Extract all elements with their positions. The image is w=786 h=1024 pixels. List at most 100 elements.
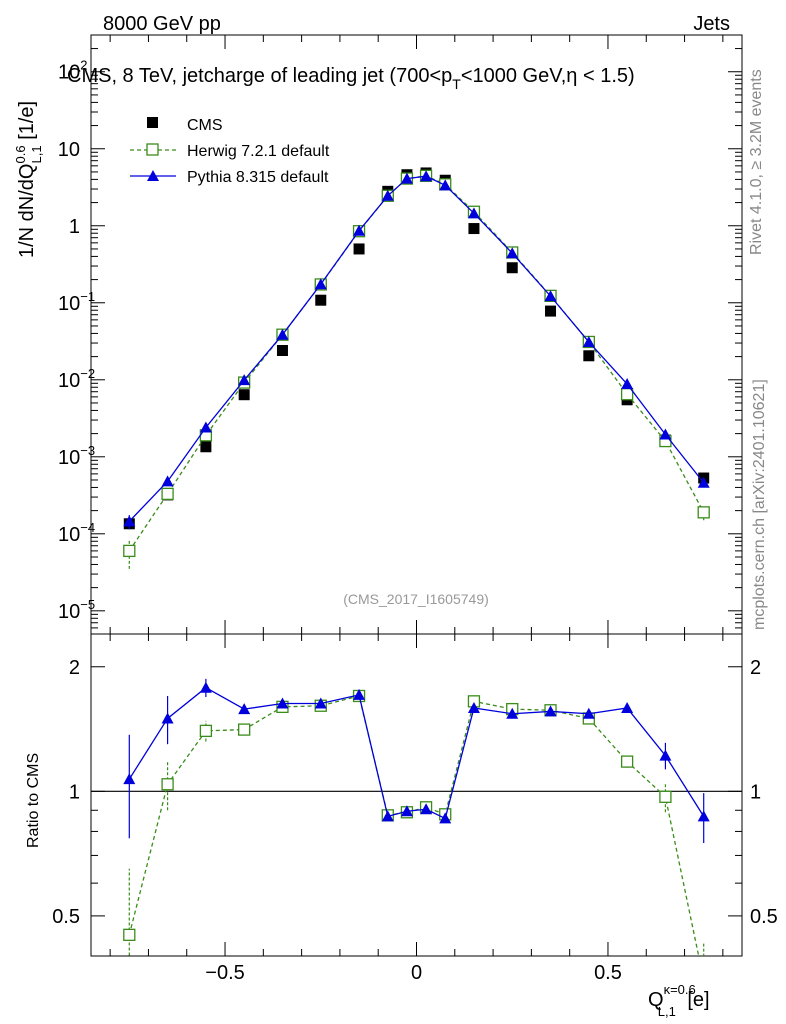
- rivet-label: Rivet 4.1.0, ≥ 3.2M events: [748, 69, 765, 255]
- pythia-point: [697, 476, 710, 488]
- ratio-y-tick-label-right: 2: [750, 657, 761, 679]
- ratio-pythia-point: [314, 697, 327, 709]
- cms-point: [545, 305, 557, 317]
- plot-title-suffix: <1000 GeV,η < 1.5): [461, 65, 635, 87]
- pythia-point: [659, 428, 672, 440]
- mcplots-label: mcplots.cern.ch [arXiv:2401.10621]: [751, 379, 768, 630]
- pythia-point: [123, 515, 136, 527]
- ratio-pythia-point: [467, 701, 480, 713]
- ratio-pythia-point: [420, 803, 433, 815]
- main-y-tick-base: 10: [58, 447, 80, 469]
- legend-cms-marker: [147, 117, 158, 128]
- analysis-id: (CMS_2017_I1605749): [343, 591, 489, 607]
- main-y-tick-exp: 2: [80, 58, 87, 73]
- main-y-tick-base: 10: [58, 601, 80, 623]
- pythia-point: [420, 170, 433, 182]
- x-axis-label-sub: L,1: [658, 1004, 676, 1019]
- main-y-tick-exp: −3: [80, 443, 95, 458]
- legend-herwig-marker: [146, 143, 159, 156]
- main-y-tick-label: 10: [58, 139, 80, 161]
- main-ylabel: 1/N dN/dQ0.6L,1 [1/e]: [13, 101, 44, 258]
- ratio-y-tick-label-left: 2: [69, 657, 80, 679]
- x-axis-label: Qκ=0.6 L,1 [e]: [648, 982, 710, 1019]
- cms-point: [200, 441, 212, 453]
- legend-herwig-label: Herwig 7.2.1 default: [187, 143, 330, 160]
- ratio-pythia-point: [621, 701, 634, 713]
- pythia-point: [621, 378, 634, 390]
- ratio-y-tick-label-right: 0.5: [750, 906, 778, 928]
- ratio-pythia-point: [381, 810, 394, 822]
- x-axis-label-base: Q: [648, 989, 664, 1011]
- plot-title: CMS, 8 TeV, jetcharge of leading jet (70…: [67, 65, 635, 92]
- ratio-herwig-point: [123, 928, 136, 941]
- ratio-pythia-point: [544, 705, 557, 717]
- pythia-point: [506, 247, 519, 259]
- main-ylabel-suffix: [1/e]: [16, 101, 38, 145]
- pythia-point: [161, 475, 174, 487]
- main-y-tick-base: 10: [58, 62, 80, 84]
- legend-pythia-label: Pythia 8.315 default: [187, 169, 329, 186]
- ratio-pythia-point: [697, 810, 710, 822]
- main-y-tick-label: 10−4: [58, 520, 95, 546]
- ratio-pythia-point: [659, 749, 672, 761]
- herwig-point: [620, 388, 634, 401]
- x-axis-label-sup: κ=0.6: [664, 982, 696, 997]
- cms-point: [238, 389, 250, 401]
- ratio-pythia-point: [199, 681, 212, 693]
- main-y-tick-base: 10: [58, 139, 80, 161]
- pythia-point: [238, 374, 251, 386]
- ratio-y-tick-label-left: 0.5: [52, 906, 80, 928]
- main-y-tick-base: 10: [58, 524, 80, 546]
- main-series: [123, 167, 710, 569]
- herwig-point: [161, 487, 174, 501]
- ratio-pythia-point: [123, 773, 136, 785]
- legend-cms-label: CMS: [187, 117, 223, 134]
- main-y-tick-base: 10: [58, 370, 80, 392]
- pythia-point: [467, 207, 480, 219]
- pythia-line: [128, 175, 705, 522]
- main-y-tick-label: 102: [58, 58, 87, 84]
- cms-point: [315, 294, 327, 306]
- pythia-point: [276, 328, 289, 340]
- pythia-point: [353, 224, 366, 236]
- cms-point: [468, 223, 480, 235]
- main-ylabel-prefix: 1/N dN/dQ: [16, 164, 38, 258]
- cms-point: [506, 262, 518, 274]
- ratio-x-tick-label: 0: [411, 962, 422, 984]
- legend-pythia-marker: [147, 170, 159, 181]
- ratio-pythia-line: [128, 686, 705, 820]
- main-ylabel-sup: 0.6: [13, 145, 28, 163]
- main-y-tick-label: 10−3: [58, 443, 95, 469]
- ratio-herwig-point: [238, 723, 251, 736]
- herwig-point: [697, 506, 710, 519]
- cms-point: [276, 345, 288, 357]
- ratio-panel-frame: [90, 633, 743, 957]
- main-y-tick-exp: −4: [80, 520, 95, 535]
- ratio-x-tick-label: −0.5: [205, 962, 244, 984]
- ratio-pythia-point: [276, 697, 289, 709]
- plot-title-sub: T: [452, 76, 461, 92]
- herwig-point: [123, 544, 136, 558]
- ratio-pythia-point: [238, 703, 251, 715]
- ratio-herwig-point: [698, 974, 709, 985]
- cms-point: [353, 243, 365, 255]
- cms-point: [583, 350, 595, 362]
- header-right: Jets: [693, 13, 730, 35]
- ratio-pythia-point: [400, 805, 413, 817]
- plot-title-prefix: CMS, 8 TeV, jetcharge of leading jet (70…: [67, 65, 452, 87]
- x-axis-label-suffix: [e]: [682, 989, 710, 1011]
- ratio-pythia-point: [506, 707, 519, 719]
- ratio-clipped-group: [123, 678, 710, 985]
- ratio-y-tick-label-left: 1: [69, 781, 80, 803]
- main-y-tick-label: 1: [69, 216, 80, 238]
- main-y-tick-base: 1: [69, 216, 80, 238]
- main-y-tick-exp: −1: [80, 289, 95, 304]
- main-y-tick-exp: −2: [80, 366, 95, 381]
- pythia-point: [199, 421, 212, 433]
- pythia-point: [400, 172, 413, 184]
- pythia-point: [544, 290, 557, 302]
- ratio-pythia-point: [582, 707, 595, 719]
- pythia-point: [439, 179, 452, 191]
- pythia-point: [314, 278, 327, 290]
